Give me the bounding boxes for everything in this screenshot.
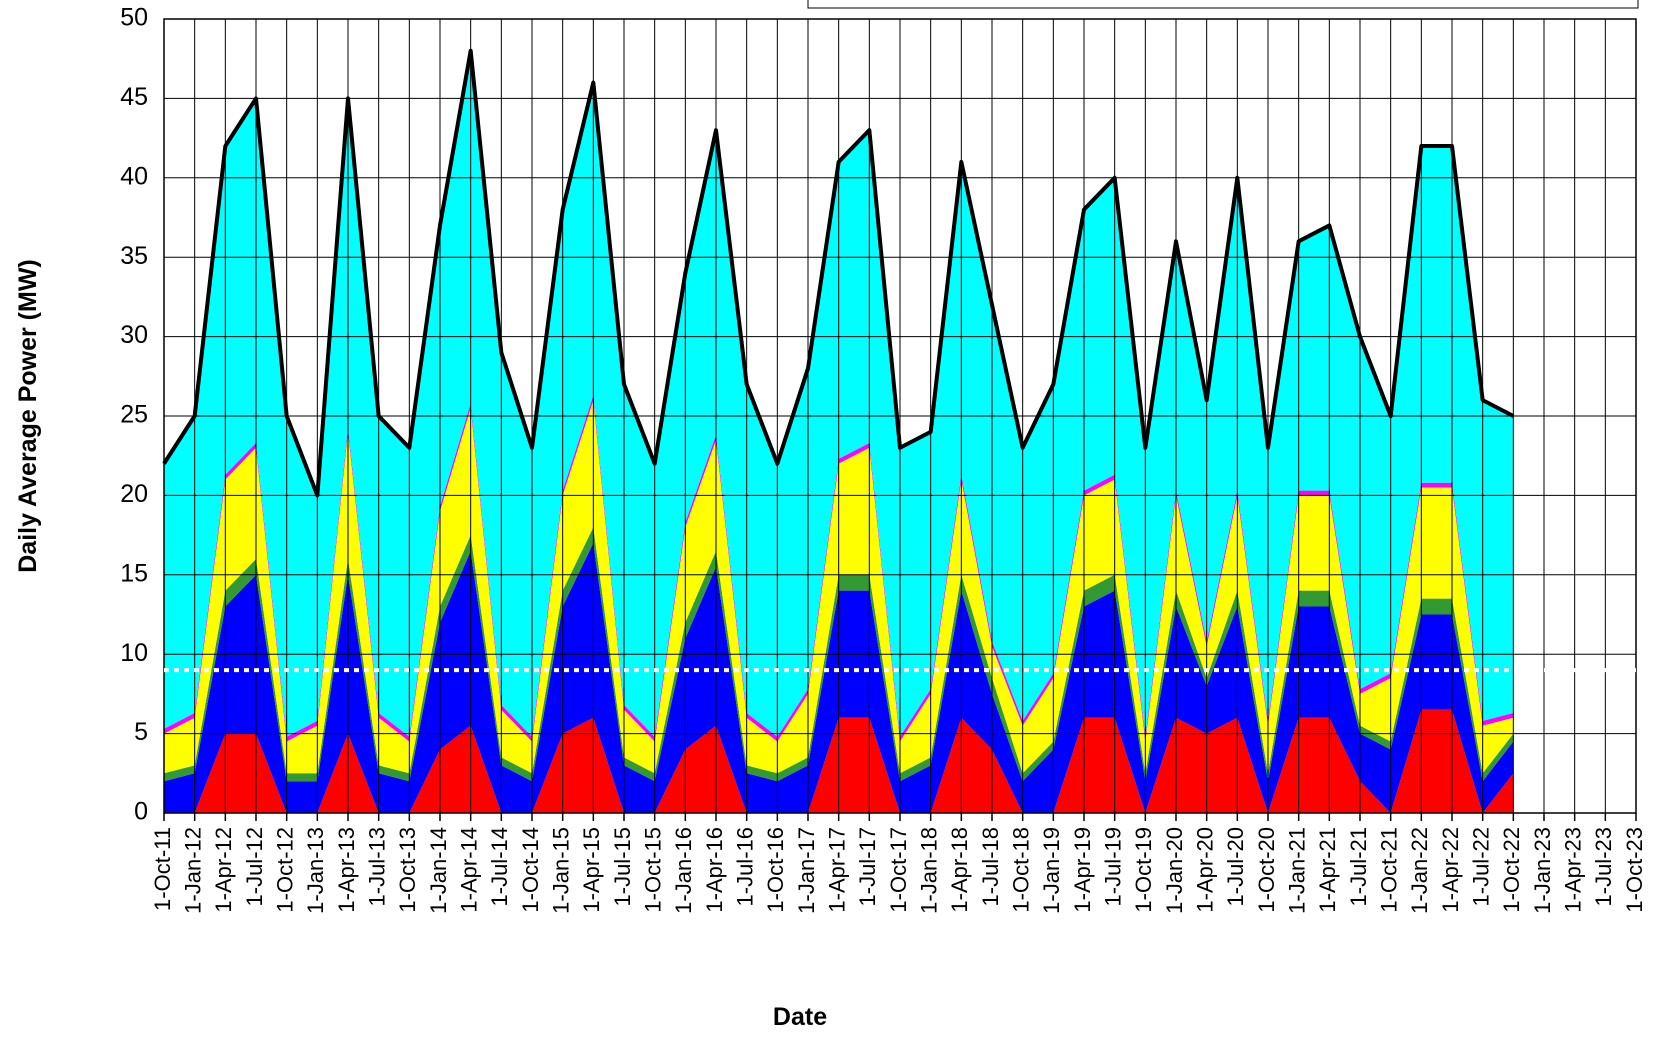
x-tick-label: 1-Jul-16: [732, 827, 757, 906]
x-tick-label: 1-Apr-14: [456, 827, 481, 913]
x-tick-label: 1-Oct-12: [272, 827, 297, 913]
x-tick-label: 1-Apr-16: [702, 827, 727, 913]
y-tick-label: 45: [120, 83, 148, 111]
y-tick-label: 35: [120, 242, 148, 270]
x-tick-label: 1-Apr-20: [1192, 827, 1217, 913]
x-tick-label: 1-Oct-11: [150, 827, 175, 911]
x-tick-label: 1-Jul-17: [855, 827, 880, 906]
x-tick-label: 1-Jan-20: [1162, 827, 1187, 914]
x-tick-label: 1-Jan-15: [548, 827, 573, 914]
y-tick-label: 40: [120, 162, 148, 190]
x-tick-label: 1-Jul-15: [610, 827, 635, 906]
x-tick-label: 1-Jan-17: [794, 827, 819, 914]
y-tick-label: 10: [120, 639, 148, 667]
y-tick-label: 50: [120, 4, 148, 32]
x-tick-label: 1-Oct-21: [1376, 827, 1401, 913]
y-tick-label: 5: [134, 718, 148, 746]
x-tick-label: 1-Jul-13: [364, 827, 389, 906]
y-tick-label: 30: [120, 321, 148, 349]
plot-frame: [163, 18, 1637, 814]
x-tick-label: 1-Oct-17: [886, 827, 911, 913]
x-tick-label: 1-Jan-12: [180, 827, 205, 914]
y-tick-label: 20: [120, 480, 148, 508]
x-tick-label: 1-Apr-17: [824, 827, 849, 913]
x-tick-label: 1-Apr-18: [947, 827, 972, 913]
x-tick-label: 1-Jul-19: [1100, 827, 1125, 906]
x-tick-label: 1-Apr-12: [211, 827, 236, 913]
x-tick-label: 1-Oct-18: [1008, 827, 1033, 913]
x-tick-label: 1-Jan-14: [426, 827, 451, 914]
x-tick-label: 1-Jan-16: [671, 827, 696, 914]
plot-area: [162, 18, 1637, 821]
x-tick-label: 1-Jan-18: [916, 827, 941, 914]
x-tick-label: 1-Jan-23: [1530, 827, 1555, 914]
x-tick-label: 1-Oct-19: [1131, 827, 1156, 913]
y-tick-label: 0: [134, 798, 148, 826]
x-tick-label: 1-Jul-20: [1223, 827, 1248, 906]
x-tick-label: 1-Jul-21: [1346, 827, 1371, 906]
x-tick-label: 1-Jul-18: [978, 827, 1003, 906]
x-axis-title: Date: [773, 1003, 827, 1031]
x-tick-label: 1-Jan-22: [1407, 827, 1432, 914]
x-tick-label: 1-Oct-15: [640, 827, 665, 913]
x-tick-label: 1-Jul-14: [487, 827, 512, 906]
total-line: [162, 48, 1515, 498]
x-tick-label: 1-Apr-15: [579, 827, 604, 913]
y-tick-label: 25: [120, 401, 148, 429]
x-tick-label: 1-Apr-23: [1560, 827, 1585, 913]
x-tick-label: 1-Jul-12: [242, 827, 267, 906]
x-tick-label: 1-Oct-14: [518, 827, 543, 913]
y-axis-title: Daily Average Power (MW): [14, 259, 42, 573]
x-tick-label: 1-Apr-22: [1438, 827, 1463, 913]
x-tick-label: 1-Jan-13: [303, 827, 328, 914]
x-tick-label: 1-Jul-22: [1468, 827, 1493, 906]
x-tick-label: 1-Jul-23: [1591, 827, 1616, 906]
x-tick-label: 1-Apr-13: [334, 827, 359, 913]
x-tick-label: 1-Oct-20: [1254, 827, 1279, 913]
y-tick-label: 15: [120, 559, 148, 587]
x-tick-label: 1-Apr-21: [1315, 827, 1340, 913]
x-tick-label: 1-Oct-13: [395, 827, 420, 913]
x-tick-label: 1-Oct-23: [1622, 827, 1647, 913]
x-tick-label: 1-Jan-21: [1284, 827, 1309, 914]
x-tick-label: 1-Apr-19: [1070, 827, 1095, 913]
legend-box: [807, 0, 1639, 9]
x-tick-label: 1-Oct-22: [1499, 827, 1524, 913]
x-tick-label: 1-Oct-16: [763, 827, 788, 913]
x-tick-label: 1-Jan-19: [1039, 827, 1064, 914]
